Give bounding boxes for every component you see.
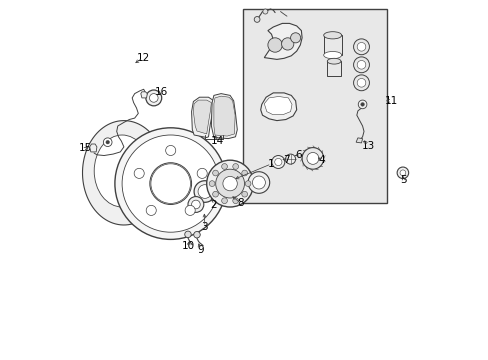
Circle shape [396, 167, 408, 179]
Text: 9: 9 [197, 245, 203, 255]
Circle shape [285, 154, 295, 164]
Bar [326, 61, 340, 76]
Circle shape [145, 90, 162, 106]
Circle shape [193, 231, 200, 238]
Circle shape [206, 160, 253, 207]
Circle shape [221, 163, 227, 169]
Circle shape [149, 94, 158, 102]
Circle shape [306, 153, 318, 164]
Circle shape [267, 38, 282, 52]
Circle shape [244, 181, 250, 186]
Circle shape [221, 186, 231, 197]
Circle shape [241, 170, 247, 176]
Polygon shape [213, 96, 235, 136]
Circle shape [198, 185, 211, 198]
Text: 14: 14 [210, 136, 224, 147]
Text: 4: 4 [318, 155, 325, 165]
Circle shape [185, 205, 195, 215]
Circle shape [212, 191, 218, 197]
Text: 3: 3 [201, 222, 208, 232]
Text: 10: 10 [182, 241, 195, 251]
Circle shape [241, 191, 247, 197]
Circle shape [122, 135, 219, 232]
Text: 5: 5 [400, 175, 406, 185]
Circle shape [194, 181, 215, 202]
Circle shape [353, 75, 368, 91]
Text: 2: 2 [210, 200, 217, 210]
Bar [242, 9, 386, 203]
Circle shape [353, 57, 368, 73]
Circle shape [149, 163, 191, 204]
Circle shape [281, 38, 293, 50]
Circle shape [217, 183, 235, 201]
Circle shape [399, 170, 405, 176]
Polygon shape [89, 144, 97, 152]
Polygon shape [264, 96, 291, 114]
Circle shape [146, 205, 156, 215]
Circle shape [358, 100, 366, 109]
Circle shape [302, 148, 323, 169]
Circle shape [271, 156, 284, 168]
Circle shape [353, 39, 368, 55]
Polygon shape [193, 100, 211, 134]
Circle shape [115, 128, 226, 239]
Circle shape [209, 181, 215, 186]
Circle shape [215, 169, 244, 198]
Text: 8: 8 [237, 198, 244, 208]
Circle shape [360, 103, 364, 106]
Circle shape [252, 176, 265, 189]
Circle shape [197, 168, 207, 179]
Text: 16: 16 [154, 87, 167, 97]
Circle shape [356, 60, 365, 69]
Circle shape [274, 158, 282, 166]
Polygon shape [82, 121, 165, 225]
Polygon shape [211, 94, 237, 139]
Circle shape [221, 198, 227, 204]
Bar [323, 35, 341, 55]
Circle shape [103, 138, 112, 147]
Polygon shape [355, 138, 362, 143]
Circle shape [165, 145, 175, 156]
Text: 12: 12 [136, 53, 149, 63]
Circle shape [151, 164, 190, 203]
Circle shape [106, 140, 109, 144]
Circle shape [191, 200, 200, 209]
Circle shape [187, 197, 203, 212]
Circle shape [134, 168, 144, 179]
Ellipse shape [323, 51, 341, 59]
Ellipse shape [326, 58, 340, 64]
Circle shape [247, 172, 269, 193]
Text: 15: 15 [79, 143, 92, 153]
Circle shape [263, 9, 267, 14]
Circle shape [212, 170, 218, 176]
Text: 1: 1 [267, 159, 274, 169]
Circle shape [356, 42, 365, 51]
Circle shape [356, 78, 365, 87]
Text: 11: 11 [384, 96, 397, 106]
Polygon shape [260, 93, 296, 121]
Text: 7: 7 [283, 155, 289, 165]
Circle shape [232, 198, 238, 204]
Polygon shape [141, 92, 147, 98]
Circle shape [223, 176, 237, 191]
Polygon shape [191, 97, 213, 138]
Text: 6: 6 [295, 150, 301, 160]
Circle shape [254, 17, 260, 22]
Polygon shape [264, 23, 302, 59]
Circle shape [184, 231, 191, 238]
Text: 13: 13 [361, 141, 374, 151]
Ellipse shape [94, 135, 150, 207]
Circle shape [290, 33, 300, 43]
Circle shape [232, 163, 238, 169]
Ellipse shape [323, 32, 341, 39]
